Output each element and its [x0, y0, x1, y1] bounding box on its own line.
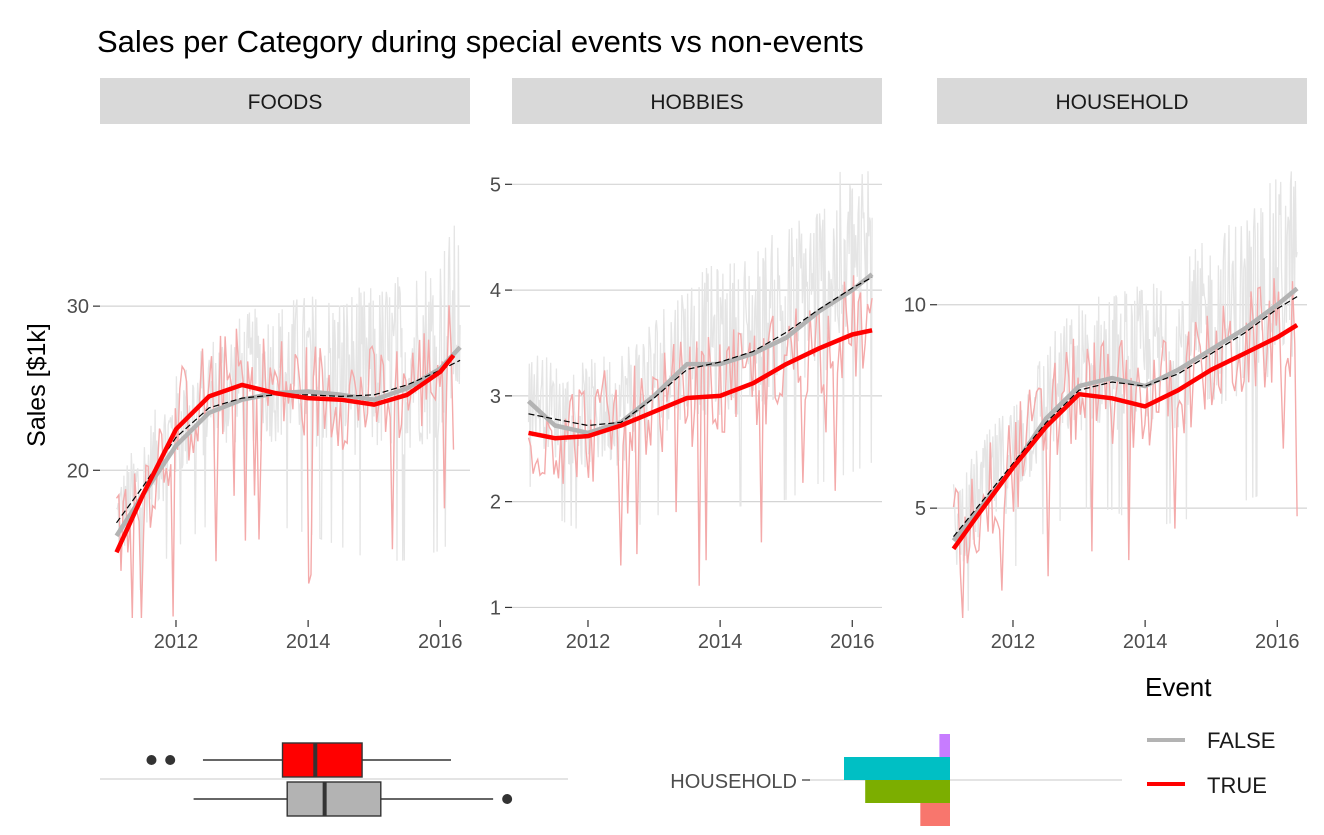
legend: Event FALSE TRUE — [1145, 672, 1275, 798]
x-tick-label: 2012 — [154, 631, 199, 653]
legend-label-true: TRUE — [1207, 773, 1267, 798]
panel-hobbies: HOBBIES 1 2 3 4 5 2012 2014 2016 — [490, 78, 882, 653]
facet-label: FOODS — [248, 91, 323, 114]
y-tick-label: 5 — [915, 498, 926, 520]
y-tick-label: 30 — [67, 296, 89, 318]
panel-household: HOUSEHOLD 5 10 2012 2014 2016 — [904, 78, 1307, 653]
y-axis-label: Sales [$1k] — [23, 323, 51, 447]
y-tick-label: 20 — [67, 460, 89, 482]
facet-strip — [512, 78, 882, 124]
x-tick-label: 2014 — [1123, 631, 1168, 653]
facet-panels: FOODS 20 30 2012 2014 2016 HOBBIES 1 2 3 4 5 2012 201… — [67, 78, 1307, 653]
stacked-bar-inset: HOUSEHOLD — [670, 734, 1122, 826]
facet-label: HOUSEHOLD — [1055, 91, 1188, 114]
overall-trend-line — [953, 296, 1298, 537]
smooth-line-true — [528, 328, 873, 441]
box-outlier — [165, 755, 176, 765]
smooth-line-false — [114, 345, 462, 538]
legend-title: Event — [1145, 672, 1212, 702]
chart-title: Sales per Category during special events… — [97, 24, 864, 59]
x-tick-label: 2012 — [991, 631, 1036, 653]
box-outlier — [146, 755, 157, 765]
y-tick-label: 1 — [490, 597, 501, 619]
smooth-line-true — [951, 323, 1299, 551]
smooth-line-false — [526, 272, 874, 436]
box-body — [286, 781, 382, 817]
smooth-line-true — [114, 353, 456, 554]
y-tick-label: 3 — [490, 386, 501, 408]
y-tick-label: 10 — [904, 295, 926, 317]
x-tick-label: 2012 — [566, 631, 611, 653]
boxplot-inset — [100, 742, 568, 817]
x-tick-label: 2016 — [1255, 631, 1300, 653]
inset-category-label: HOUSEHOLD — [670, 771, 797, 793]
boxplot-false — [193, 781, 513, 817]
boxplot-true — [146, 742, 451, 778]
box-body — [281, 742, 363, 778]
panel-foods: FOODS 20 30 2012 2014 2016 — [67, 78, 470, 653]
raw-series-true — [115, 305, 455, 619]
x-tick-label: 2016 — [830, 631, 875, 653]
stacked-bar-segment — [865, 780, 950, 803]
box-outlier — [502, 794, 513, 804]
facet-strip — [937, 78, 1307, 124]
legend-label-false: FALSE — [1207, 728, 1275, 753]
overall-trend-line — [116, 359, 461, 524]
y-tick-label: 5 — [490, 174, 501, 196]
y-tick-label: 4 — [490, 280, 501, 302]
stacked-bar-segment — [920, 803, 950, 826]
facet-label: HOBBIES — [650, 91, 743, 114]
raw-series-false — [952, 171, 1298, 611]
stacked-bar-segment — [939, 734, 950, 757]
x-tick-label: 2014 — [698, 631, 743, 653]
x-tick-label: 2014 — [286, 631, 331, 653]
stacked-bar-segment — [844, 757, 950, 780]
y-tick-label: 2 — [490, 492, 501, 514]
facet-strip — [100, 78, 470, 124]
x-tick-label: 2016 — [418, 631, 463, 653]
overall-trend-line — [528, 276, 873, 427]
